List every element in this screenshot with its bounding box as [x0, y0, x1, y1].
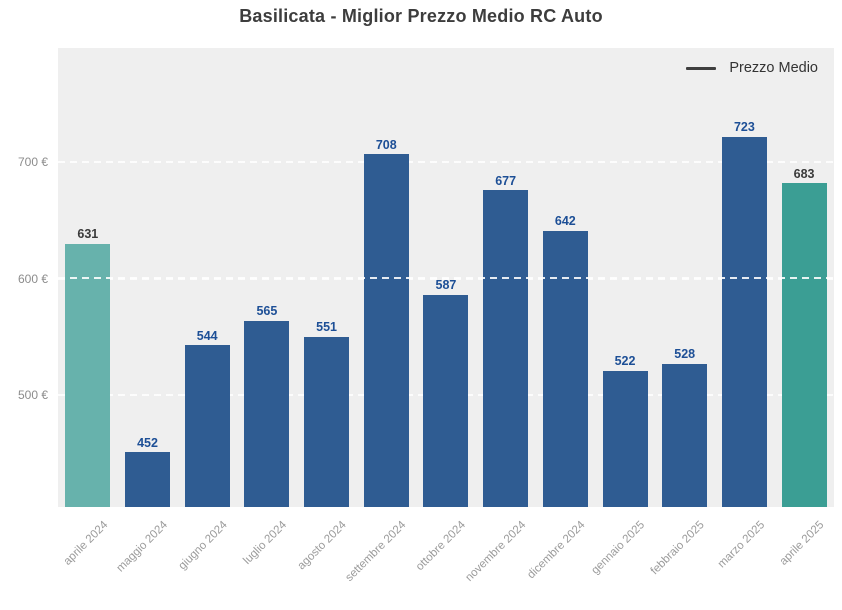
y-axis-tick-label: 700 € — [17, 155, 48, 170]
bar — [423, 294, 469, 507]
bar-value-label: 708 — [375, 137, 397, 152]
bar-value-label: 677 — [495, 173, 517, 188]
legend-label: Prezzo Medio — [729, 60, 818, 76]
y-axis: 500 € 600 € 700 € — [0, 48, 48, 507]
legend[interactable]: Prezzo Medio — [686, 60, 818, 76]
bar-value-label: 551 — [316, 320, 338, 335]
bar-slot: 544 — [177, 48, 237, 507]
bar-value-label: 522 — [614, 354, 636, 369]
x-axis-tick-label: agosto 2024 — [295, 519, 350, 573]
bar-value-label: 452 — [137, 435, 158, 450]
x-axis-tick-label: marzo 2025 — [715, 519, 767, 571]
bar-slot: 587 — [416, 48, 476, 507]
bar-value-label: 642 — [554, 214, 576, 229]
bar-value-label: 723 — [733, 120, 755, 135]
bar-slot: 528 — [655, 48, 715, 507]
x-axis-tick-label: ottobre 2024 — [414, 519, 469, 574]
bar-slot: 551 — [297, 48, 357, 507]
legend-line-icon — [686, 66, 717, 70]
bar-value-label: 631 — [77, 227, 99, 242]
y-axis-tick-label: 500 € — [17, 388, 48, 403]
bar — [721, 136, 767, 507]
bar — [662, 363, 708, 507]
gridline — [58, 277, 834, 280]
chart-title: Basilicata - Miglior Prezzo Medio RC Aut… — [239, 6, 603, 26]
bars-container: 631 452 544 565 551 708 587 677 642 522 528 723 683 — [58, 48, 834, 507]
bar — [602, 370, 648, 507]
bar — [65, 243, 111, 507]
bar-slot: 452 — [118, 48, 178, 507]
bar-value-label: 528 — [674, 347, 696, 362]
bar — [363, 154, 409, 507]
bar-slot: 677 — [476, 48, 536, 507]
y-axis-tick-label: 600 € — [17, 271, 48, 286]
x-axis-tick-label: luglio 2024 — [241, 519, 290, 567]
bar-slot: 723 — [715, 48, 775, 507]
x-axis-tick-label: novembre 2024 — [463, 519, 529, 584]
bar — [184, 345, 230, 507]
bar-value-label: 544 — [196, 328, 218, 343]
gridline — [58, 161, 834, 164]
x-axis-tick-label: gennaio 2025 — [589, 519, 648, 577]
bar-slot: 683 — [774, 48, 834, 507]
bar-value-label: 565 — [256, 304, 278, 319]
bar — [304, 336, 350, 507]
bar-value-label: 683 — [793, 166, 815, 181]
bar-slot: 708 — [356, 48, 416, 507]
x-axis-tick-label: settembre 2024 — [343, 519, 409, 584]
x-axis-tick-label: maggio 2024 — [114, 519, 171, 575]
plot-area: 631 452 544 565 551 708 587 677 642 522 528 723 683 … — [58, 48, 834, 507]
bar-value-label: 587 — [435, 278, 457, 293]
bar — [483, 190, 529, 507]
bar — [125, 452, 171, 507]
x-axis: aprile 2024 maggio 2024 giugno 2024 luglio … — [58, 509, 834, 607]
bar-slot: 631 — [58, 48, 118, 507]
x-axis-tick-label: febbraio 2025 — [649, 519, 708, 578]
bar — [781, 183, 827, 507]
bar — [244, 320, 290, 507]
x-axis-tick-label: aprile 2025 — [777, 519, 827, 568]
x-axis-tick-label: dicembre 2024 — [525, 519, 588, 582]
bar-slot: 522 — [595, 48, 655, 507]
average-price-line — [58, 276, 834, 279]
bar — [542, 230, 588, 507]
x-axis-tick-label: aprile 2024 — [61, 519, 111, 568]
bar-slot: 565 — [237, 48, 297, 507]
x-axis-tick-label: giugno 2024 — [176, 519, 230, 573]
